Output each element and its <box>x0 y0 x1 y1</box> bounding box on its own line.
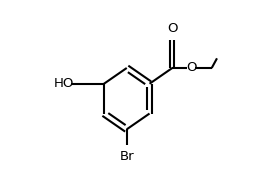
Text: O: O <box>167 22 178 35</box>
Text: HO: HO <box>54 77 74 90</box>
Text: O: O <box>186 61 197 74</box>
Text: Br: Br <box>119 150 134 163</box>
